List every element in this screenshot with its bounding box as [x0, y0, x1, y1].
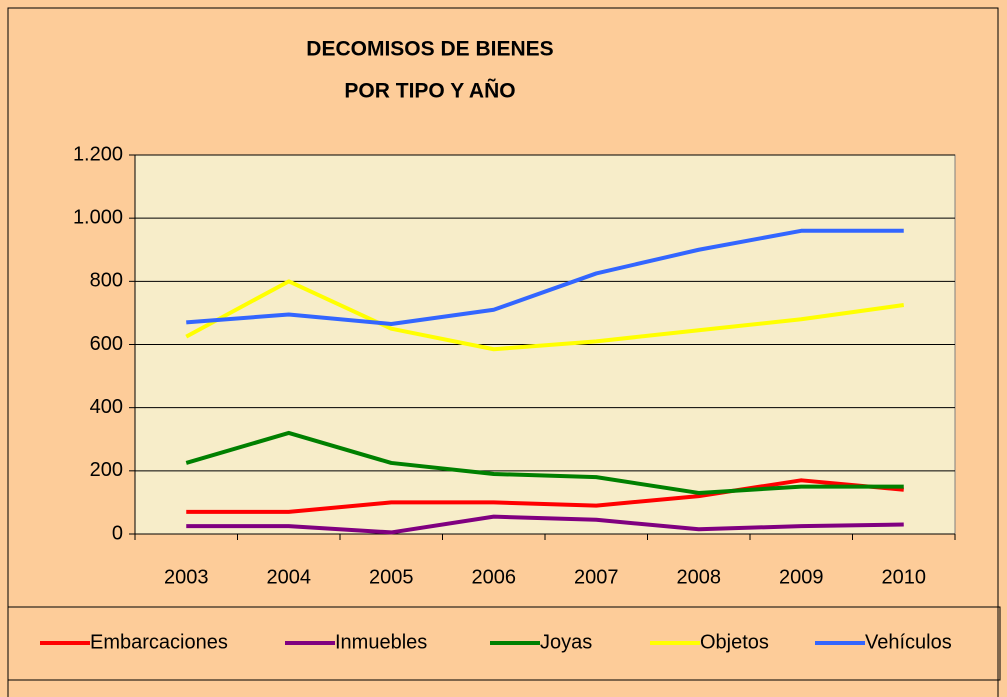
series-line — [185, 430, 904, 495]
y-tick-label: 400 — [90, 396, 123, 418]
series-line — [186, 228, 904, 326]
x-tick-label: 2010 — [882, 566, 927, 588]
legend-label: Objetos — [700, 631, 769, 653]
legend-box — [7, 606, 1001, 681]
y-tick-label: 600 — [90, 333, 123, 355]
y-tick-label: 800 — [90, 270, 123, 292]
legend-label: Joyas — [540, 631, 592, 653]
x-tick-label: 2003 — [164, 566, 209, 588]
series-line — [186, 514, 904, 535]
legend-label: Embarcaciones — [90, 631, 228, 653]
y-tick-label: 1.000 — [73, 206, 123, 228]
y-tick-label: 200 — [90, 459, 123, 481]
x-tick-label: 2006 — [472, 566, 517, 588]
x-tick-label: 2005 — [369, 566, 414, 588]
x-tick-label: 2004 — [267, 566, 312, 588]
y-tick-label: 1.200 — [73, 143, 123, 165]
x-tick-label: 2007 — [574, 566, 619, 588]
series-line — [186, 478, 904, 514]
x-tick-label: 2008 — [677, 566, 722, 588]
chart-border — [7, 7, 999, 697]
chart-title: POR TIPO Y AÑO — [344, 80, 515, 103]
x-tick-label: 2009 — [779, 566, 824, 588]
series-line — [185, 279, 905, 352]
legend-label: Inmuebles — [335, 631, 427, 653]
legend-label: Vehículos — [865, 631, 952, 653]
y-tick-label: 0 — [112, 522, 123, 544]
chart-title: DECOMISOS DE BIENES — [306, 38, 553, 61]
